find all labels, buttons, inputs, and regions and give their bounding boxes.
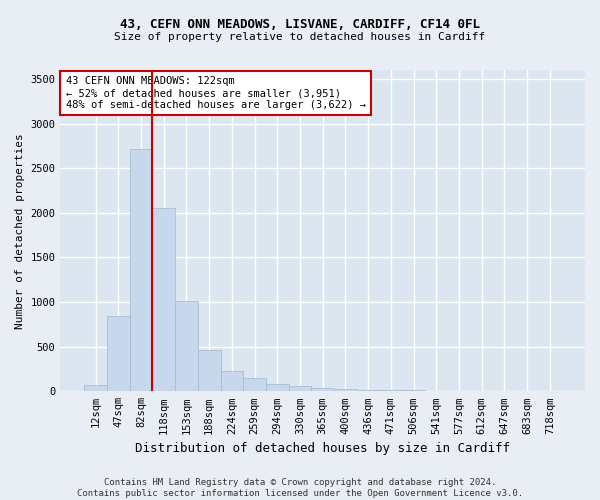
Bar: [130, 148, 152, 392]
Bar: [334, 388, 357, 392]
Bar: [311, 388, 334, 392]
Text: 43 CEFN ONN MEADOWS: 122sqm
← 52% of detached houses are smaller (3,951)
48% of : 43 CEFN ONN MEADOWS: 122sqm ← 52% of det…: [65, 76, 365, 110]
Bar: [289, 386, 311, 392]
Bar: [152, 208, 175, 392]
Bar: [379, 390, 402, 392]
Bar: [448, 391, 470, 392]
X-axis label: Distribution of detached houses by size in Cardiff: Distribution of detached houses by size …: [135, 442, 510, 455]
Y-axis label: Number of detached properties: Number of detached properties: [15, 133, 25, 328]
Text: Contains HM Land Registry data © Crown copyright and database right 2024.
Contai: Contains HM Land Registry data © Crown c…: [77, 478, 523, 498]
Bar: [107, 316, 130, 392]
Text: 43, CEFN ONN MEADOWS, LISVANE, CARDIFF, CF14 0FL: 43, CEFN ONN MEADOWS, LISVANE, CARDIFF, …: [120, 18, 480, 30]
Bar: [198, 350, 221, 392]
Bar: [425, 390, 448, 392]
Bar: [84, 385, 107, 392]
Bar: [243, 378, 266, 392]
Bar: [357, 390, 379, 392]
Bar: [175, 301, 198, 392]
Bar: [266, 384, 289, 392]
Text: Size of property relative to detached houses in Cardiff: Size of property relative to detached ho…: [115, 32, 485, 42]
Bar: [402, 390, 425, 392]
Bar: [221, 371, 243, 392]
